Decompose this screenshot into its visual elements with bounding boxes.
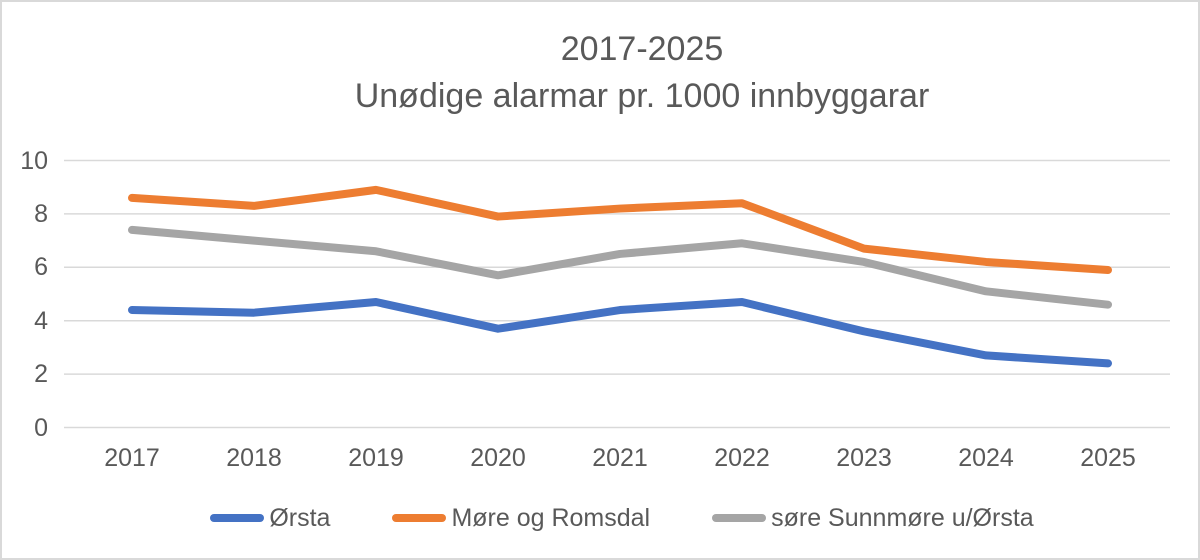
y-axis-tick-label: 6: [34, 253, 48, 282]
legend-dash-icon: [392, 514, 447, 522]
legend-label: Ørsta: [269, 504, 331, 532]
series-line-ørsta: [128, 298, 1112, 368]
x-axis-tick-label: 2024: [958, 444, 1014, 472]
y-axis-tick-label: 2: [34, 360, 48, 389]
y-axis-tick-label: 10: [20, 146, 48, 175]
x-axis-tick-label: 2022: [714, 444, 770, 472]
x-axis-tick-label: 2025: [1080, 444, 1136, 472]
legend-dash-icon: [210, 514, 265, 522]
chart-title: 2017-2025 Unødige alarmar pr. 1000 innby…: [82, 26, 1198, 120]
series-line-møre-og-romsdal: [128, 185, 1112, 274]
x-axis-tick-label: 2021: [592, 444, 648, 472]
chart-title-line2: Unødige alarmar pr. 1000 innbyggarar: [354, 77, 930, 115]
series-lines: [128, 185, 1112, 368]
legend-item-ørsta: Ørsta: [210, 503, 330, 533]
x-axis-tick-label: 2017: [104, 444, 160, 472]
legend-item-møre-og-romsdal: Møre og Romsdal: [392, 503, 650, 533]
legend-item-søre-sunnmøre-u-ørsta: søre Sunnmøre u/Ørsta: [712, 503, 1034, 533]
x-axis-tick-label: 2018: [226, 444, 282, 472]
x-axis-tick-label: 2019: [348, 444, 404, 472]
y-axis-tick-label: 4: [34, 306, 48, 335]
gridlines: [64, 159, 1170, 429]
legend-label: Møre og Romsdal: [451, 504, 651, 532]
x-axis-tick-label: 2020: [470, 444, 526, 472]
legend: Ørsta Møre og Romsdal søre Sunnmøre u/Ørst…: [42, 503, 1198, 533]
y-axis-tick-label: 8: [34, 199, 48, 228]
x-axis-tick-label: 2023: [836, 444, 892, 472]
legend-label: søre Sunnmøre u/Ørsta: [771, 504, 1034, 532]
series-line-søre-sunnmøre-u-ørsta: [128, 225, 1112, 309]
legend-dash-icon: [712, 514, 767, 522]
y-axis-tick-label: 0: [34, 413, 48, 442]
chart-title-line1: 2017-2025: [560, 30, 724, 68]
